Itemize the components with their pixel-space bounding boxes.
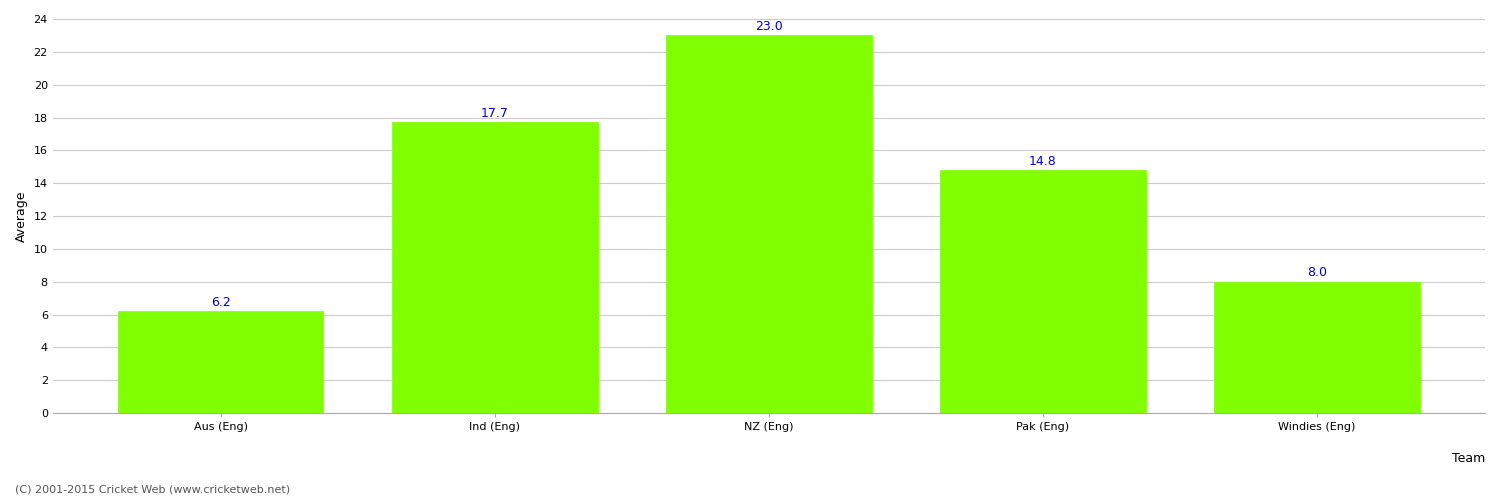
Text: 14.8: 14.8 [1029, 154, 1057, 168]
Bar [666, 36, 872, 413]
Text: Team: Team [1452, 452, 1485, 465]
Text: 17.7: 17.7 [482, 107, 508, 120]
Bar [392, 122, 597, 413]
Bar [118, 312, 324, 413]
Y-axis label: Average: Average [15, 190, 28, 242]
Bar [940, 170, 1146, 413]
Bar [1215, 282, 1420, 413]
Text: 8.0: 8.0 [1306, 266, 1328, 280]
Text: (C) 2001-2015 Cricket Web (www.cricketweb.net): (C) 2001-2015 Cricket Web (www.cricketwe… [15, 485, 290, 495]
Text: 23.0: 23.0 [754, 20, 783, 33]
Text: 6.2: 6.2 [210, 296, 231, 309]
